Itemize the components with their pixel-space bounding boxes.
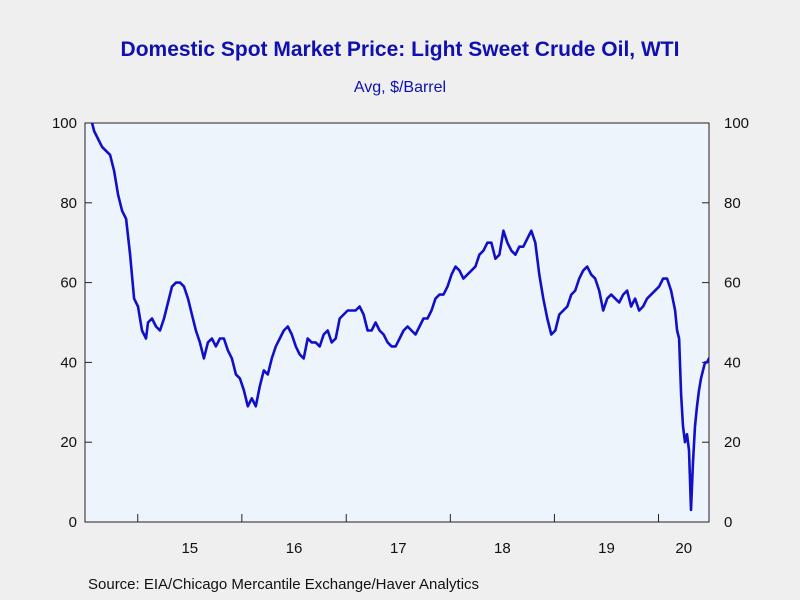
x-tick-label: 15: [181, 540, 198, 557]
y-tick-label-right: 80: [724, 195, 741, 212]
axes: 0 0 20 20 40 40 60 60 80 80 100 100 15 16 17 18 19 20: [52, 115, 749, 557]
series-line: [90, 123, 709, 512]
y-tick-label-right: 60: [724, 275, 741, 292]
x-tick-label: 17: [390, 540, 407, 557]
series-layer: [90, 123, 709, 512]
y-tick-label-right: 40: [724, 354, 741, 371]
y-tick-label-right: 0: [724, 514, 732, 531]
source-note: Source: EIA/Chicago Mercantile Exchange/…: [88, 576, 480, 593]
y-tick-label-left: 60: [60, 275, 77, 292]
plot-area: [84, 122, 710, 523]
x-tick-label: 19: [598, 540, 615, 557]
y-tick-label-left: 40: [60, 354, 77, 371]
y-tick-label-left: 100: [52, 115, 77, 132]
chart-subtitle: Avg, $/Barrel: [353, 79, 447, 96]
x-tick-label: 18: [494, 540, 511, 557]
y-tick-label-left: 0: [69, 514, 77, 531]
chart-title: Domestic Spot Market Price: Light Sweet …: [120, 38, 680, 61]
y-tick-label-left: 80: [60, 195, 77, 212]
x-tick-label: 16: [286, 540, 303, 557]
y-tick-label-left: 20: [60, 434, 77, 451]
x-tick-label: 20: [675, 540, 692, 557]
y-tick-label-right: 20: [724, 434, 741, 451]
y-tick-label-right: 100: [724, 115, 749, 132]
